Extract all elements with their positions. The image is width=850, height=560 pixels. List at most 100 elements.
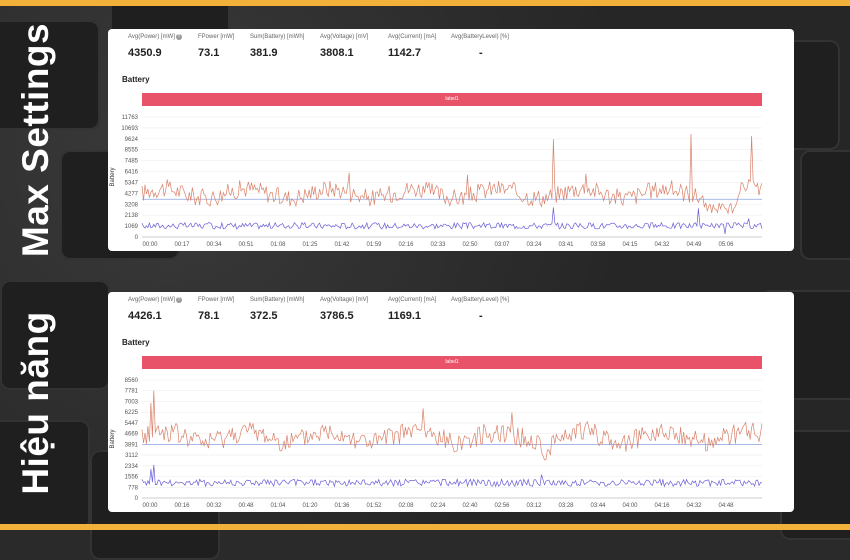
- x-tick-label: 00:48: [238, 503, 254, 509]
- x-tick-label: 00:32: [206, 503, 222, 509]
- y-tick-label: 3112: [125, 453, 139, 459]
- y-tick-label: 4669: [125, 432, 139, 438]
- bottom-accent-bar: [0, 524, 850, 530]
- y-axis-title: Battery: [110, 167, 116, 186]
- x-tick-label: 01:59: [366, 242, 382, 248]
- x-tick-label: 04:32: [686, 503, 702, 509]
- chart-svg: 0 1069 2138 3208 4277 5347 6416 7485 8555 9624 106…: [110, 115, 763, 248]
- section-title: Battery: [122, 75, 150, 84]
- power-series-line: [141, 390, 763, 461]
- x-tick-label: 03:44: [590, 503, 606, 509]
- current-series-line: [141, 207, 763, 234]
- metric-avg-voltage: Avg(Voltage) [mV] 3808.1: [320, 34, 369, 59]
- power-series-line: [141, 133, 763, 215]
- battery-panel-hieu-nang: Avg(Power) [mW]? 4426.1 FPower [mW] 78.1…: [108, 292, 794, 512]
- keyboard-key: [800, 150, 850, 260]
- x-tick-label: 04:00: [622, 503, 638, 509]
- y-tick-label: 10693: [121, 126, 138, 132]
- x-tick-label: 04:49: [686, 242, 702, 248]
- metric-fpower: FPower [mW] 78.1: [198, 297, 235, 322]
- x-tick-label: 03:07: [494, 242, 510, 248]
- y-tick-label: 11763: [122, 115, 139, 121]
- x-tick-label: 03:24: [526, 242, 542, 248]
- metric-avg-power: Avg(Power) [mW]? 4350.9: [128, 34, 182, 59]
- y-tick-label: 7781: [125, 389, 139, 395]
- x-tick-label: 03:41: [558, 242, 574, 248]
- y-tick-label: 2138: [125, 213, 139, 219]
- metric-avg-battery-level: Avg(BatteryLevel) [%] -: [451, 297, 509, 322]
- x-tick-label: 01:04: [270, 503, 286, 509]
- x-tick-label: 02:56: [494, 503, 510, 509]
- y-tick-label: 6225: [125, 410, 139, 416]
- x-tick-label: 04:15: [622, 242, 638, 248]
- metrics-row: Avg(Power) [mW]? 4350.9 FPower [mW] 73.1…: [108, 34, 794, 74]
- x-tick-label: 04:48: [718, 503, 734, 509]
- battery-chart: 0 778 1556 2334 3112 3891 4669 5447 6225 7003 7781…: [108, 376, 794, 512]
- x-tick-label: 00:16: [174, 503, 190, 509]
- keyboard-key: [0, 280, 110, 390]
- y-tick-label: 1556: [125, 475, 139, 481]
- y-tick-label: 778: [128, 485, 139, 491]
- y-tick-label: 7003: [125, 399, 139, 405]
- y-tick-label: 0: [135, 496, 139, 502]
- y-tick-label: 6416: [125, 170, 139, 176]
- metrics-row: Avg(Power) [mW]? 4426.1 FPower [mW] 78.1…: [108, 297, 794, 337]
- y-tick-label: 7485: [125, 159, 139, 165]
- y-tick-label: 1069: [125, 224, 139, 230]
- x-tick-label: 00:00: [142, 242, 158, 248]
- x-tick-label: 01:42: [334, 242, 350, 248]
- x-tick-label: 03:12: [526, 503, 542, 509]
- battery-panel-max-settings: Avg(Power) [mW]? 4350.9 FPower [mW] 73.1…: [108, 29, 794, 251]
- y-tick-label: 2334: [125, 464, 139, 470]
- metric-avg-voltage: Avg(Voltage) [mV] 3786.5: [320, 297, 369, 322]
- help-icon[interactable]: ?: [175, 297, 182, 303]
- y-tick-label: 5347: [125, 180, 139, 186]
- x-tick-label: 02:40: [462, 503, 478, 509]
- chart-svg: 0 778 1556 2334 3112 3891 4669 5447 6225 7003 7781…: [110, 378, 763, 509]
- metric-avg-battery-level: Avg(BatteryLevel) [%] -: [451, 34, 509, 59]
- y-tick-label: 9624: [125, 137, 139, 143]
- x-tick-label: 01:36: [334, 503, 350, 509]
- keyboard-key: [0, 20, 100, 130]
- metric-avg-power: Avg(Power) [mW]? 4426.1: [128, 297, 182, 322]
- x-tick-label: 02:50: [462, 242, 478, 248]
- x-tick-label: 00:17: [174, 242, 190, 248]
- x-tick-label: 05:06: [718, 242, 734, 248]
- y-tick-label: 3208: [125, 202, 139, 208]
- x-tick-label: 04:32: [654, 242, 670, 248]
- x-tick-label: 03:28: [558, 503, 574, 509]
- metric-fpower: FPower [mW] 73.1: [198, 34, 235, 59]
- help-icon[interactable]: ?: [175, 34, 182, 40]
- y-tick-label: 0: [135, 235, 139, 241]
- x-tick-label: 02:16: [398, 242, 414, 248]
- metric-sum-battery: Sum(Battery) [mWh] 372.5: [250, 297, 305, 322]
- y-tick-label: 5447: [125, 421, 139, 427]
- metric-avg-current: Avg(Current) [mA] 1169.1: [388, 297, 437, 322]
- x-tick-label: 00:00: [142, 503, 158, 509]
- current-series-line: [141, 464, 763, 488]
- x-tick-label: 01:08: [270, 242, 286, 248]
- x-tick-label: 01:20: [302, 503, 318, 509]
- x-tick-label: 02:33: [430, 242, 446, 248]
- x-tick-label: 02:24: [430, 503, 446, 509]
- battery-chart: 0 1069 2138 3208 4277 5347 6416 7485 8555 9624 106…: [108, 113, 794, 251]
- y-tick-label: 8560: [125, 378, 139, 384]
- metric-sum-battery: Sum(Battery) [mWh] 381.9: [250, 34, 305, 59]
- x-tick-label: 02:08: [398, 503, 414, 509]
- x-tick-label: 00:34: [206, 242, 222, 248]
- y-axis-title: Battery: [110, 429, 116, 448]
- x-tick-label: 03:58: [590, 242, 606, 248]
- legend-bar[interactable]: label1: [142, 93, 762, 106]
- keyboard-key: [0, 420, 90, 530]
- legend-bar[interactable]: label1: [142, 356, 762, 369]
- x-tick-label: 01:52: [366, 503, 382, 509]
- y-tick-label: 4277: [125, 191, 139, 197]
- metric-avg-current: Avg(Current) [mA] 1142.7: [388, 34, 437, 59]
- x-tick-label: 04:16: [654, 503, 670, 509]
- x-tick-label: 00:51: [238, 242, 254, 248]
- x-tick-label: 01:25: [302, 242, 318, 248]
- top-accent-bar: [0, 0, 850, 6]
- y-tick-label: 3891: [125, 442, 139, 448]
- section-title: Battery: [122, 338, 150, 347]
- y-tick-label: 8555: [125, 148, 139, 154]
